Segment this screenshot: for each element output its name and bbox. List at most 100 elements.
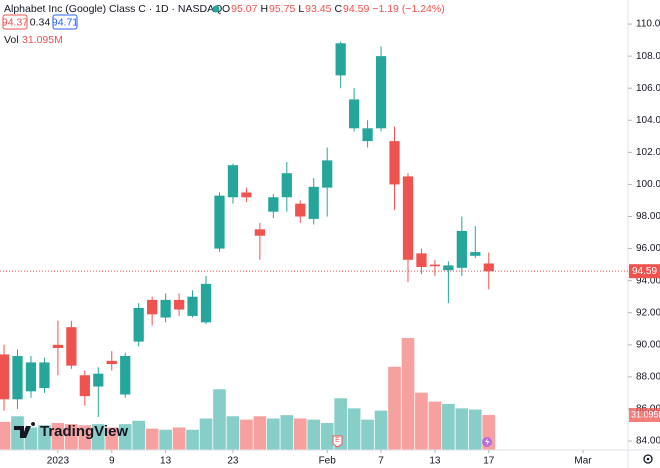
ohlc-values: O 95.07 H 95.75 L 93.45 C 94.59 −1.19 (−1.24%): [222, 3, 445, 15]
y-tick-label: 108.00: [636, 51, 660, 62]
candle-body: [456, 230, 467, 268]
candle-body: [268, 197, 279, 212]
volume-bar: [415, 392, 428, 450]
price-pane: [0, 41, 494, 417]
y-tick-label: 110.00: [636, 19, 660, 30]
x-tick-label: 17: [483, 456, 495, 467]
volume-bar: [145, 428, 159, 450]
volume-bar: [65, 424, 78, 450]
candle-body: [0, 354, 10, 400]
volume-badge-label: 31.095M: [631, 409, 660, 419]
x-tick-label: Feb: [319, 456, 337, 467]
ohlc-key: O: [222, 3, 230, 15]
candle-body: [308, 186, 319, 219]
candle-body: [322, 160, 333, 188]
ohlc-value: 95.75: [269, 3, 295, 15]
change: −1.19 (−1.24%): [372, 3, 444, 15]
candle-body: [25, 362, 37, 392]
y-tick-label: 92.00: [636, 307, 660, 318]
volume-bar: [78, 425, 92, 450]
candle-body: [429, 264, 441, 267]
volume-bar: [105, 427, 119, 450]
candle-body: [443, 265, 454, 271]
svg-text:E: E: [335, 437, 340, 444]
candle-body: [39, 362, 50, 389]
candle-body: [227, 165, 239, 198]
volume-bar: [307, 419, 321, 450]
volume-badge: [629, 408, 660, 423]
y-tick-label: 84.00: [636, 436, 660, 447]
volume-bar: [388, 366, 401, 450]
volume-bar: [51, 423, 65, 450]
candle-body: [362, 128, 373, 142]
ohlc-value: 94.59: [343, 3, 369, 15]
candle-body: [470, 252, 481, 256]
volume-bar: [455, 408, 469, 450]
volume-title: Vol: [4, 34, 19, 46]
y-tick-label: 96.00: [636, 243, 660, 254]
volume-bar: [347, 408, 361, 450]
volume-bar: [186, 429, 199, 450]
x-tick-label: 7: [378, 456, 384, 467]
candle-body: [200, 283, 212, 323]
candle-body: [375, 56, 387, 129]
candle-body: [93, 373, 104, 387]
candle-body: [12, 356, 23, 400]
volume-bar: [11, 416, 24, 450]
earnings-marker: E: [332, 435, 343, 448]
candle-body: [416, 253, 427, 268]
volume-bar: [226, 416, 240, 450]
spread: 0.34: [30, 16, 51, 28]
candle-body: [402, 176, 414, 260]
candle-body: [173, 299, 185, 310]
ask-box: [52, 14, 78, 30]
last-price-label: 94.59: [632, 266, 657, 277]
x-tick-label: 2023: [47, 456, 70, 467]
last-price-badge: [629, 264, 660, 279]
settings-icon[interactable]: [643, 454, 653, 464]
candle-body: [160, 299, 171, 318]
y-tick-label: 102.00: [636, 147, 660, 158]
volume-bar: [442, 403, 455, 450]
x-tick-label: 13: [429, 456, 441, 467]
volume-bar: [172, 427, 186, 450]
candle-body: [106, 360, 117, 365]
y-tick-label: 88.00: [636, 372, 660, 383]
y-tick-label: 100.00: [636, 179, 660, 190]
x-tick-label: Mar: [574, 456, 592, 467]
candle-body: [349, 99, 360, 129]
volume-bar: [199, 418, 213, 450]
ask: 94.71: [52, 16, 78, 28]
candle-body: [187, 296, 198, 316]
volume-bar: [38, 425, 51, 450]
dividend-marker: [482, 437, 492, 447]
watermark: TradingView: [14, 422, 128, 440]
volume-bar: [293, 418, 307, 450]
ohlc-key: C: [334, 3, 342, 15]
volume-bar: [280, 415, 294, 450]
volume-bar: [132, 420, 146, 450]
volume-bar: [361, 419, 374, 450]
volume-bar: [401, 338, 415, 450]
candle-body: [254, 229, 265, 236]
candle-body: [281, 173, 292, 198]
ohlc-value: 93.45: [305, 3, 331, 15]
bid: 94.37: [2, 16, 28, 28]
x-tick-label: 9: [109, 456, 115, 467]
y-tick-label: 104.00: [636, 115, 660, 126]
candle-body: [295, 203, 306, 217]
volume-value: 31.095M: [22, 34, 63, 46]
volume-bar: [428, 401, 442, 450]
candle-body: [335, 43, 346, 76]
y-tick-label: 90.00: [636, 339, 660, 350]
candle-body: [120, 356, 131, 395]
y-tick-label: 94.00: [636, 275, 660, 286]
ohlc-key: H: [260, 3, 268, 15]
watermark-text: TradingView: [40, 423, 128, 440]
candle-body: [214, 195, 225, 249]
y-tick-label: 98.00: [636, 211, 660, 222]
candle-body: [147, 299, 158, 315]
bid-box: [2, 14, 28, 30]
